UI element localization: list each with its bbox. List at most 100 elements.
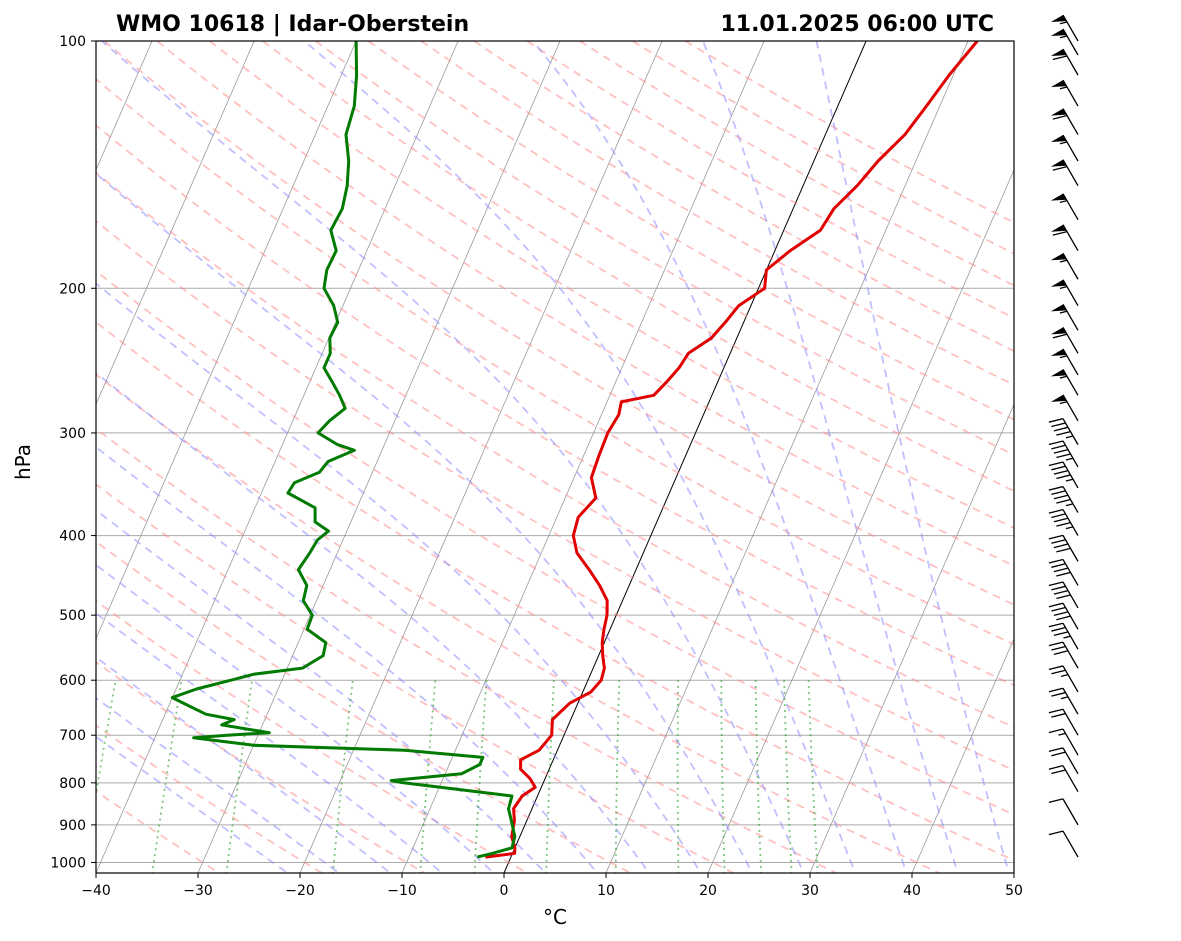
dry-adiabat [103, 41, 1014, 606]
dry-adiabat [96, 599, 529, 873]
isotherm [911, 637, 1014, 873]
plot-frame [95, 40, 1015, 874]
moist-adiabat [96, 735, 290, 873]
y-tick-label: 300 [59, 426, 86, 442]
moist-adiabat [101, 41, 805, 873]
moist-adiabat [532, 41, 908, 873]
wind-barb [1048, 602, 1079, 630]
wind-barb [1050, 134, 1079, 162]
y-axis-label: hPa [11, 444, 35, 480]
dry-adiabat [579, 41, 1014, 287]
x-tick-label: 30 [801, 883, 819, 899]
wind-barb [1050, 224, 1079, 252]
dry-adiabat [684, 41, 1014, 224]
isotherm [299, 41, 663, 873]
wind-barb [1050, 108, 1079, 135]
dewpoint-trace [170, 41, 517, 859]
wind-barb [1048, 534, 1079, 562]
wind-barb [1050, 303, 1079, 331]
x-tick-label: 20 [699, 883, 717, 899]
mixing-ratio-line [96, 680, 117, 799]
isotherm [96, 41, 459, 873]
x-tick-label: −30 [183, 883, 213, 899]
isotherm [605, 41, 969, 873]
wind-barb [1050, 28, 1079, 56]
wind-barbs [1048, 14, 1079, 858]
y-tick-label: 800 [59, 776, 86, 792]
wind-barb [1050, 48, 1079, 76]
moist-adiabat [96, 172, 754, 873]
x-axis-ticks: −40 −30 −20 −10 0 10 20 30 40 50 [81, 873, 1023, 899]
zero-degree-isotherm [503, 41, 867, 873]
dry-adiabat [96, 661, 426, 873]
wind-barb [1048, 830, 1079, 858]
moist-adiabat [96, 282, 702, 873]
dry-adiabat [315, 41, 1014, 456]
moist-adiabat [96, 509, 547, 873]
dry-adiabat [420, 41, 1014, 386]
moist-adiabat [96, 563, 496, 873]
wind-barb [1048, 581, 1079, 609]
moist-adiabat [702, 41, 959, 873]
dry-adiabat [96, 77, 1014, 646]
isotherm [401, 41, 765, 873]
dry-adiabat [96, 540, 631, 873]
wind-barb [1048, 622, 1079, 650]
moist-adiabat [303, 41, 857, 873]
wind-barb [1048, 747, 1079, 775]
mixing-ratio-lines [96, 680, 819, 873]
wind-barb [1048, 728, 1079, 756]
wind-barb [1050, 348, 1079, 376]
wind-barb [1050, 252, 1079, 280]
y-tick-label: 1000 [50, 855, 86, 871]
wind-barb [1048, 461, 1079, 489]
y-tick-label: 700 [59, 728, 86, 744]
temperature-trace [485, 41, 979, 859]
moist-adiabat [815, 41, 1010, 873]
wind-barb [1050, 369, 1079, 396]
wind-barb [1050, 14, 1079, 42]
wind-barb [1048, 485, 1079, 513]
moist-adiabat [96, 612, 444, 873]
dry-adiabat [96, 220, 1014, 772]
wind-barb [1048, 798, 1079, 826]
dry-adiabat [96, 269, 1014, 816]
wind-barb [1048, 418, 1079, 445]
sounding-profiles [170, 41, 979, 859]
moist-adiabats [96, 41, 1010, 873]
wind-barb [1048, 665, 1079, 693]
dry-adiabat [96, 373, 940, 873]
y-tick-label: 900 [59, 818, 86, 834]
moist-adiabat [96, 371, 651, 873]
y-axis-ticks: 1000 900 800 700 600 500 400 300 200 100 [50, 34, 96, 871]
wind-barb [1050, 327, 1079, 354]
y-tick-label: 500 [59, 608, 86, 624]
isotherm [96, 41, 357, 640]
wind-barb [1048, 708, 1079, 736]
wind-barb [1050, 79, 1079, 107]
chart-title-left: WMO 10618 | Idar-Oberstein [116, 12, 469, 37]
chart-title-right: 11.01.2025 06:00 UTC [720, 12, 994, 37]
x-tick-label: 50 [1005, 883, 1023, 899]
dry-adiabat [96, 124, 1014, 687]
x-axis-label: °C [543, 905, 567, 929]
wind-barb [1050, 193, 1079, 220]
y-tick-label: 600 [59, 673, 86, 689]
dry-adiabat [96, 320, 1014, 862]
x-tick-label: −40 [81, 883, 111, 899]
dry-adiabat [96, 171, 1014, 729]
mixing-ratio-line [151, 680, 183, 873]
isotherm [96, 41, 255, 406]
isotherm [707, 168, 1014, 873]
wind-barb [1050, 394, 1079, 422]
wind-barb [1048, 765, 1079, 792]
wind-barb [1048, 508, 1079, 536]
wind-barb [1048, 687, 1079, 715]
wind-barb [1048, 440, 1079, 468]
x-tick-label: −20 [285, 883, 315, 899]
x-tick-label: 10 [597, 883, 615, 899]
dry-adiabat [156, 41, 1014, 567]
wind-barb [1048, 641, 1079, 669]
